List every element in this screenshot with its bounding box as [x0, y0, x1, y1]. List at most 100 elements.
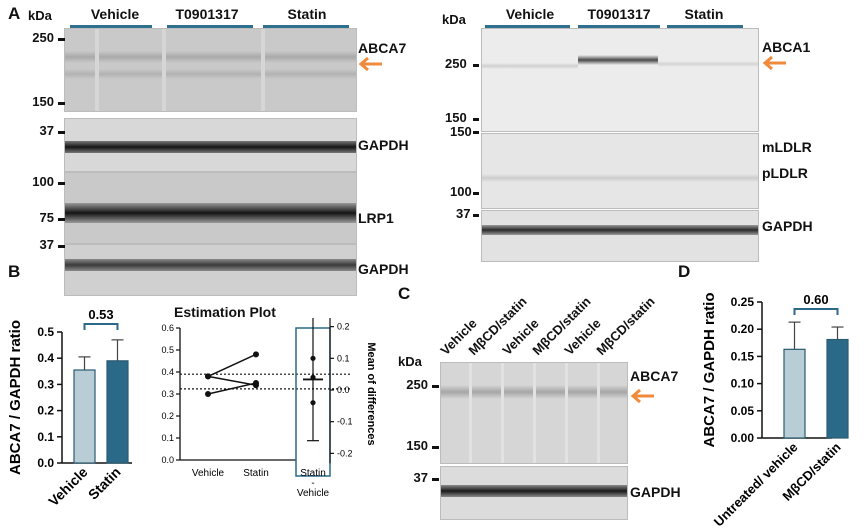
y-tick-label-right: -0.2 [337, 448, 353, 458]
protein-abca7-c: ABCA7 [630, 368, 679, 384]
mw-250: 250 [445, 56, 467, 71]
protein-gapdh: GAPDH [358, 261, 409, 277]
group-bar [70, 25, 152, 28]
blot-abca7-c [440, 362, 628, 464]
chart-d-bar: 0.00 0.05 0.10 0.15 0.20 0.25 ABCA7 / GAPDH ra… [701, 292, 849, 529]
protein-gapdh-c: GAPDH [630, 484, 681, 500]
y-tick-label: 0.4 [37, 351, 54, 365]
panel-a-label: A [8, 4, 21, 23]
mw-37: 37 [22, 237, 65, 252]
pair-line [207, 353, 257, 378]
mw-100: 100 [22, 174, 65, 189]
y-axis-label: ABCA7 / GAPDH ratio [7, 320, 24, 475]
group-bar [167, 25, 253, 28]
x-tick-label: Vehicle [45, 464, 91, 510]
y-tick-label: 0.6 [161, 323, 174, 333]
bar [73, 369, 96, 464]
bar [783, 348, 806, 439]
mw-150: 150 [400, 438, 439, 453]
mw-150: 150 [22, 94, 65, 109]
panel-c-label: C [398, 284, 411, 303]
y-tick-label: 0.00 [731, 431, 755, 445]
protein-gapdh: GAPDH [358, 137, 409, 153]
y-tick-label: 0.05 [731, 404, 755, 418]
y-tick-label-right: 0.2 [337, 322, 350, 332]
kda-label-left: kDa [28, 8, 52, 23]
arrow-icon [358, 56, 382, 72]
protein-gapdh: GAPDH [762, 218, 813, 234]
panel-b-label: B [8, 262, 21, 281]
p-value-label: 0.60 [803, 292, 828, 307]
arrow-icon [762, 55, 786, 71]
kda-label-right: kDa [442, 12, 466, 27]
estimation-plot-title: Estimation Plot [174, 304, 276, 320]
y-tick-label: 0.3 [161, 389, 174, 399]
protein-lrp1: LRP1 [358, 210, 394, 226]
group-bar [578, 25, 660, 28]
mw-250: 250 [22, 30, 65, 45]
mw-37: 37 [456, 206, 471, 221]
protein-abca7: ABCA7 [358, 40, 407, 56]
group-t0901317-right: T0901317 [587, 6, 651, 22]
difference-point [310, 355, 316, 361]
mw-37: 37 [400, 470, 439, 485]
difference-x-label: - [311, 478, 314, 489]
bar [106, 360, 129, 464]
y-tick-label-right: 0.1 [337, 353, 350, 363]
tick [473, 131, 479, 134]
mw-75: 75 [22, 210, 65, 225]
y-tick-label: 0.15 [731, 349, 755, 363]
pair-line [207, 375, 257, 386]
y-tick-label: 0.3 [37, 377, 54, 391]
x-tick-label: Vehicle [192, 468, 225, 479]
data-point [253, 351, 259, 358]
group-bar [485, 25, 570, 28]
kda-label-c: kDa [398, 354, 422, 369]
group-t0901317-left: T0901317 [175, 6, 239, 22]
mw-37: 37 [22, 123, 65, 138]
data-point [205, 373, 211, 380]
y-tick-label: 0.5 [37, 325, 54, 339]
protein-pldlr: pLDLR [762, 165, 808, 181]
right-axis-label: Mean of differences [365, 342, 377, 445]
y-tick-label: 0.5 [161, 345, 174, 355]
difference-point [310, 374, 316, 380]
y-tick-label: 0.2 [161, 411, 174, 421]
y-tick-label: 0.2 [37, 404, 54, 418]
tick [473, 214, 479, 217]
group-bar [667, 25, 743, 28]
blot-gapdh-left-2 [64, 244, 357, 296]
y-tick-label: 0.4 [161, 367, 174, 377]
arrow-icon [630, 388, 654, 404]
difference-x-label: Statin [300, 468, 326, 479]
y-axis-label: ABCA7 / GAPDH ratio [701, 292, 718, 447]
tick [473, 192, 479, 195]
y-tick-label: 0.25 [731, 295, 755, 309]
group-statin-right: Statin [684, 6, 724, 22]
mw-150: 150 [450, 124, 472, 139]
significance-bracket [83, 323, 119, 330]
blot-gapdh-c [440, 466, 628, 520]
p-value-label: 0.53 [88, 307, 113, 322]
data-point [205, 391, 211, 397]
x-tick-label: Statin [85, 464, 124, 503]
blot-gapdh-right [481, 210, 759, 262]
group-vehicle-right: Vehicle [505, 6, 555, 22]
protein-abca1: ABCA1 [762, 39, 811, 55]
y-tick-label-right: 0.0 [337, 385, 350, 395]
blot-lrp1 [64, 172, 357, 244]
protein-mldlr: mLDLR [762, 139, 812, 155]
x-tick-label: Statin [243, 468, 269, 479]
chart-b-estimation: 0.0 0.1 0.2 0.3 0.4 0.5 0.6 Vehicle Statin 0.2 0.1… [161, 318, 377, 499]
group-bar [263, 25, 349, 28]
blot-abca1 [481, 28, 759, 132]
blot-gapdh-left-1 [64, 118, 357, 172]
mw-250: 250 [400, 377, 439, 392]
y-tick-label: 0.1 [161, 433, 174, 443]
mw-150: 150 [445, 110, 467, 125]
data-point [253, 380, 259, 386]
bar [826, 338, 849, 439]
y-tick-label: 0.20 [731, 322, 755, 336]
y-tick-label: 0.0 [37, 456, 54, 470]
